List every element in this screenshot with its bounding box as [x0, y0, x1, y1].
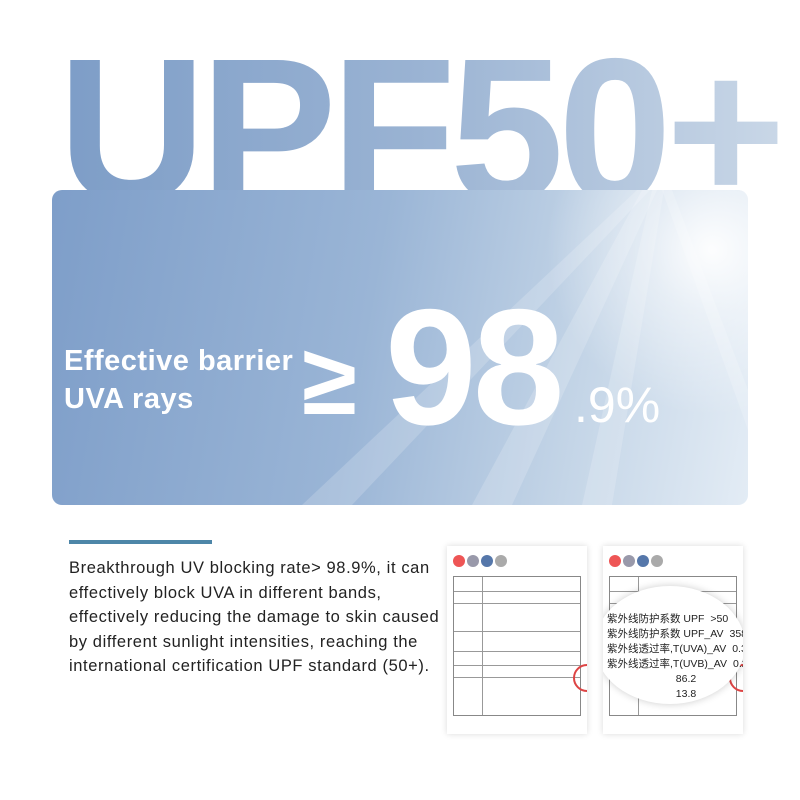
barrier-line-1: Effective barrier — [64, 345, 294, 377]
report-extra: 86.2 — [675, 673, 697, 685]
description: Breakthrough UV blocking rate> 98.9%, it… — [69, 559, 440, 675]
rate-decimal: .9% — [574, 377, 661, 433]
report-value: 0.28% — [732, 658, 743, 670]
magnifier-lens: 紫外线防护系数 UPF >50 紫外线防护系数 UPF_AV 358 紫外线透过率,… — [603, 586, 743, 704]
accent-bar — [69, 540, 212, 544]
report-value: >50 — [710, 613, 729, 625]
test-report-magnified: 紫外线防护系数 UPF >50 紫外线防护系数 UPF_AV 358 紫外线透过率,… — [603, 546, 743, 734]
test-report-image — [447, 546, 587, 734]
geq-symbol: ≥ — [302, 324, 357, 436]
barrier-label: Effective barrier UVA rays — [64, 342, 293, 418]
report-value: 0.32% — [732, 643, 743, 655]
stat-panel: Effective barrier UVA rays ≥ 98 .9% — [52, 190, 748, 505]
report-extra: 13.8 — [675, 688, 697, 700]
rate-main: 98 — [385, 275, 565, 459]
report-value: 358 — [729, 628, 743, 640]
report-label: 紫外线防护系数 UPF_AV — [607, 628, 724, 640]
barrier-line-2: UVA rays — [64, 383, 194, 415]
report-label: 紫外线防护系数 UPF — [607, 613, 705, 625]
report-label: 紫外线透过率,T(UVB)_AV — [607, 658, 727, 670]
report-label: 紫外线透过率,T(UVA)_AV — [607, 643, 727, 655]
